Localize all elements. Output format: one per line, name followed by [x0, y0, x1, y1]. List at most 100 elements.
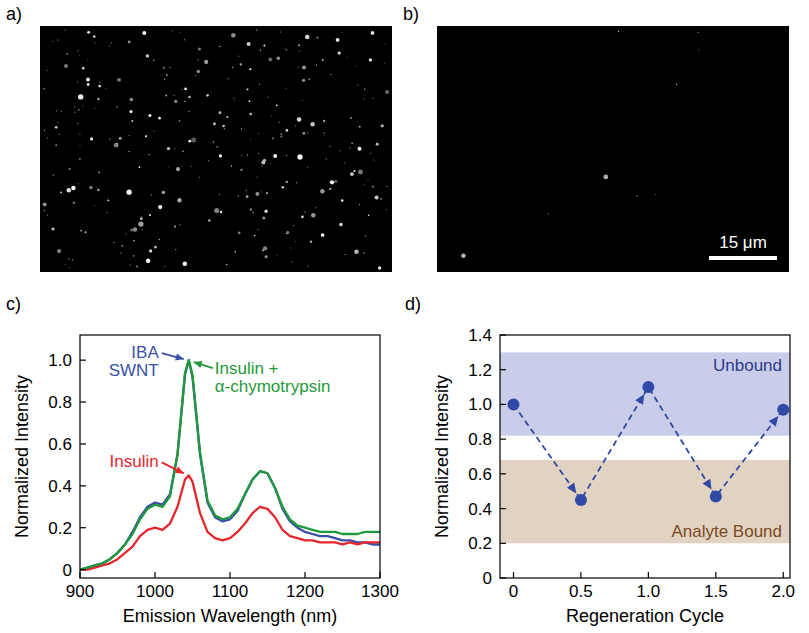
- speckle: [320, 189, 325, 194]
- speckle: [129, 264, 130, 265]
- speckle: [182, 261, 187, 266]
- series-annotation: Insulin +α-chymotrypsin: [215, 359, 331, 396]
- speckle: [286, 155, 287, 156]
- panel-label: a): [6, 4, 22, 24]
- speckle: [87, 31, 90, 34]
- speckle: [364, 88, 365, 89]
- speckle: [311, 213, 315, 217]
- speckle: [43, 88, 45, 90]
- speckle: [65, 264, 66, 265]
- speckle: [55, 126, 58, 129]
- chart: d)00.51.01.52.000.20.40.60.81.01.21.4Reg…: [405, 294, 795, 626]
- speckle: [57, 122, 58, 123]
- speckle: [286, 231, 289, 234]
- speckle: [384, 63, 385, 64]
- speckle: [381, 124, 384, 127]
- speckle: [247, 154, 248, 155]
- speckle: [310, 122, 314, 126]
- speckle: [133, 227, 137, 231]
- speckle: [461, 254, 465, 258]
- speckle: [368, 215, 370, 217]
- speckle: [97, 98, 100, 101]
- speckle: [98, 172, 100, 174]
- speckle: [78, 94, 83, 99]
- speckle: [129, 98, 133, 102]
- speckle: [226, 116, 228, 118]
- annotation-line: Insulin +: [215, 359, 279, 378]
- speckle: [226, 264, 228, 266]
- speckle: [247, 89, 249, 91]
- speckle: [87, 59, 88, 60]
- speckle: [142, 31, 146, 35]
- speckle: [295, 241, 296, 242]
- speckle: [204, 60, 208, 64]
- speckle: [249, 113, 252, 116]
- speckle: [315, 207, 316, 208]
- speckle: [262, 216, 265, 219]
- speckle: [387, 186, 388, 187]
- speckle: [277, 57, 280, 60]
- speckle: [146, 54, 149, 57]
- speckle: [184, 39, 185, 40]
- speckle: [182, 150, 184, 152]
- speckle: [279, 122, 280, 123]
- speckle: [149, 249, 152, 252]
- panel-label: c): [6, 294, 21, 314]
- speckle: [189, 111, 190, 112]
- speckle: [250, 139, 251, 140]
- speckle: [339, 150, 340, 151]
- speckle: [261, 191, 262, 192]
- speckle: [238, 195, 239, 196]
- speckle: [73, 201, 76, 204]
- speckle: [94, 108, 95, 109]
- speckle: [301, 215, 304, 218]
- y-tick: [80, 569, 86, 570]
- speckle: [68, 258, 69, 259]
- annotation-arrow: [162, 462, 184, 473]
- speckle: [329, 188, 331, 190]
- y-tick-label: 0.4: [468, 500, 492, 519]
- speckle: [267, 97, 268, 98]
- speckle: [257, 229, 258, 230]
- speckle: [213, 141, 215, 143]
- speckle: [355, 66, 356, 67]
- speckle: [233, 97, 234, 98]
- speckle: [165, 95, 167, 97]
- speckle: [241, 155, 242, 156]
- speckle: [548, 213, 549, 214]
- speckle: [125, 233, 126, 234]
- speckle: [93, 35, 96, 38]
- x-tick: [513, 572, 514, 578]
- speckle: [44, 130, 45, 131]
- speckle: [114, 242, 115, 243]
- y-axis-title: Normalized Intensity: [12, 375, 32, 538]
- speckle: [180, 32, 181, 33]
- speckle: [347, 57, 348, 58]
- speckle: [111, 42, 112, 43]
- speckle: [263, 159, 266, 162]
- speckle: [163, 67, 165, 69]
- series-line: [513, 387, 783, 500]
- speckle: [71, 186, 75, 190]
- speckle: [270, 164, 271, 165]
- speckle: [302, 100, 303, 101]
- speckle: [249, 100, 251, 102]
- speckle: [129, 151, 130, 152]
- speckle: [385, 90, 389, 94]
- speckle: [197, 70, 201, 74]
- speckle: [184, 101, 185, 102]
- speckle: [373, 98, 374, 99]
- speckles: [43, 30, 389, 270]
- speckle: [153, 60, 154, 61]
- speckle: [142, 229, 143, 230]
- panel-label: b): [403, 4, 419, 24]
- arrowhead: [175, 467, 184, 474]
- speckle: [286, 181, 288, 183]
- speckle: [80, 145, 81, 146]
- arrowhead: [769, 416, 779, 427]
- speckle: [188, 140, 191, 143]
- speckle: [286, 129, 289, 132]
- speckle: [304, 211, 305, 212]
- speckle: [167, 147, 170, 150]
- speckle: [172, 30, 173, 31]
